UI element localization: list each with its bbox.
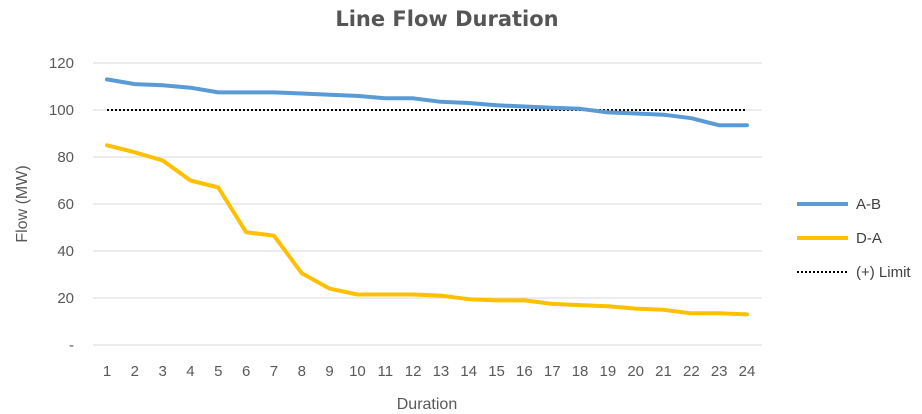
x-tick-label: 2 [131, 363, 139, 380]
x-axis-ticks: 1 2 3 4 5 6 7 8 9 10 11 12 13 14 15 16 17 18 19 20 21 22 23 24 [103, 363, 756, 380]
y-tick-label: 80 [57, 149, 74, 166]
legend-label-a-b: A-B [856, 196, 881, 213]
x-tick-label: 22 [683, 363, 700, 380]
legend-label-d-a: D-A [856, 230, 882, 247]
x-tick-label: 20 [627, 363, 644, 380]
x-tick-label: 16 [516, 363, 533, 380]
x-tick-label: 18 [572, 363, 589, 380]
x-tick-label: 5 [214, 363, 222, 380]
x-tick-label: 6 [242, 363, 250, 380]
x-tick-label: 17 [544, 363, 561, 380]
x-tick-label: 11 [377, 363, 393, 380]
y-tick-label: 20 [57, 290, 74, 307]
legend-label-limit: (+) Limit [856, 264, 911, 281]
y-tick-label: - [69, 337, 74, 354]
x-tick-label: 14 [460, 363, 477, 380]
y-axis-label: Flow (MW) [14, 165, 31, 242]
x-tick-label: 13 [433, 363, 450, 380]
gridlines [93, 62, 762, 346]
x-tick-label: 21 [655, 363, 672, 380]
x-tick-label: 9 [325, 363, 333, 380]
series-lines [105, 77, 749, 317]
x-tick-label: 24 [739, 363, 756, 380]
x-tick-label: 7 [270, 363, 278, 380]
series-line-a-b [105, 77, 749, 128]
y-tick-label: 120 [49, 55, 74, 72]
x-tick-label: 1 [103, 363, 111, 380]
y-axis-ticks: - 20 40 60 80 100 120 [49, 55, 74, 354]
x-tick-label: 10 [349, 363, 366, 380]
series-line-d-a [105, 143, 749, 317]
x-tick-label: 19 [600, 363, 617, 380]
y-tick-label: 60 [57, 196, 74, 213]
x-tick-label: 15 [488, 363, 505, 380]
x-tick-label: 12 [405, 363, 422, 380]
y-tick-label: 40 [57, 243, 74, 260]
x-axis-label: Duration [397, 396, 457, 413]
x-tick-label: 23 [711, 363, 728, 380]
x-tick-label: 4 [186, 363, 194, 380]
x-tick-label: 8 [298, 363, 306, 380]
chart-title: Line Flow Duration [335, 7, 558, 31]
x-tick-label: 3 [158, 363, 166, 380]
legend: A-B D-A (+) Limit [797, 196, 911, 281]
y-tick-label: 100 [49, 102, 74, 119]
